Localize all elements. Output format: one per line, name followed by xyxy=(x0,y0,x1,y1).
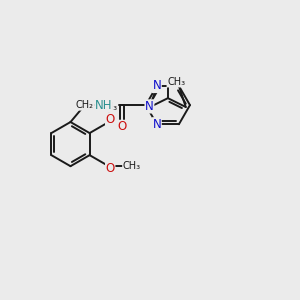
Text: CH₂: CH₂ xyxy=(76,100,94,110)
Text: O: O xyxy=(106,162,115,175)
Text: CH₃: CH₃ xyxy=(167,77,185,87)
Text: N: N xyxy=(152,118,161,131)
Text: N: N xyxy=(152,80,161,92)
Text: CH₃: CH₃ xyxy=(100,103,118,112)
Text: O: O xyxy=(106,113,115,126)
Text: NH: NH xyxy=(95,99,112,112)
Text: O: O xyxy=(118,120,127,133)
Text: N: N xyxy=(145,100,154,113)
Text: CH₃: CH₃ xyxy=(123,161,141,171)
